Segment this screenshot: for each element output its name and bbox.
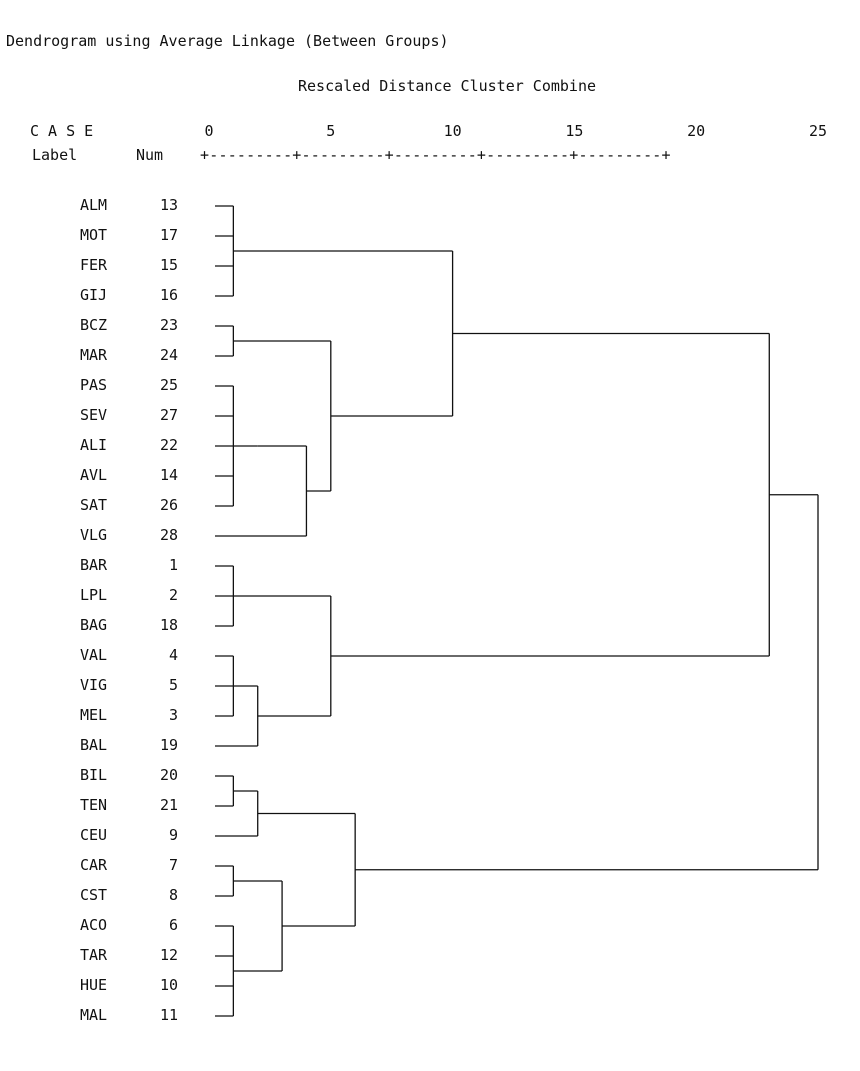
case-label-val: VAL xyxy=(80,646,108,664)
case-label-aco: ACO xyxy=(80,916,108,934)
case-num-pas: 25 xyxy=(159,376,178,394)
num-column-header: Num xyxy=(136,146,164,164)
case-label-cst: CST xyxy=(80,886,108,904)
case-label-hue: HUE xyxy=(80,976,108,994)
scale-tick-20: 20 xyxy=(687,122,706,140)
case-num-val: 4 xyxy=(168,646,178,664)
dendrogram-title: Dendrogram using Average Linkage (Betwee… xyxy=(6,32,449,50)
label-column-header: Label xyxy=(32,146,78,164)
case-num-vlg: 28 xyxy=(159,526,178,544)
case-label-mar: MAR xyxy=(80,346,108,364)
case-label-lpl: LPL xyxy=(80,586,108,604)
case-num-vig: 5 xyxy=(168,676,178,694)
case-num-aco: 6 xyxy=(168,916,178,934)
case-label-ten: TEN xyxy=(80,796,108,814)
scale-tick-10: 10 xyxy=(443,122,462,140)
case-num-gij: 16 xyxy=(159,286,178,304)
axis-subtitle: Rescaled Distance Cluster Combine xyxy=(298,77,597,95)
case-num-car: 7 xyxy=(168,856,178,874)
case-num-sat: 26 xyxy=(159,496,178,514)
case-label-bil: BIL xyxy=(80,766,108,784)
case-num-cst: 8 xyxy=(168,886,178,904)
case-label-bcz: BCZ xyxy=(80,316,108,334)
case-label-fer: FER xyxy=(80,256,108,274)
case-label-ceu: CEU xyxy=(80,826,108,844)
case-num-avl: 14 xyxy=(159,466,178,484)
case-num-lpl: 2 xyxy=(168,586,178,604)
case-label-car: CAR xyxy=(80,856,108,874)
case-label-vlg: VLG xyxy=(80,526,108,544)
case-num-ten: 21 xyxy=(159,796,178,814)
case-num-bcz: 23 xyxy=(159,316,178,334)
case-label-mal: MAL xyxy=(80,1006,108,1024)
scale-ruler: +---------+---------+---------+---------… xyxy=(200,146,671,164)
case-num-bar: 1 xyxy=(168,556,178,574)
case-label-vig: VIG xyxy=(80,676,108,694)
case-num-tar: 12 xyxy=(159,946,178,964)
case-label-bal: BAL xyxy=(80,736,108,754)
case-num-ceu: 9 xyxy=(168,826,178,844)
case-label-bar: BAR xyxy=(80,556,108,574)
case-num-sev: 27 xyxy=(159,406,178,424)
case-num-bal: 19 xyxy=(159,736,178,754)
case-num-bag: 18 xyxy=(159,616,178,634)
case-header: C A S E xyxy=(30,122,94,140)
scale-tick-15: 15 xyxy=(565,122,584,140)
case-num-mar: 24 xyxy=(159,346,178,364)
case-num-alm: 13 xyxy=(159,196,178,214)
case-label-ali: ALI xyxy=(80,436,108,454)
scale-tick-5: 5 xyxy=(326,122,336,140)
scale-tick-25: 25 xyxy=(808,122,828,140)
case-num-mal: 11 xyxy=(159,1006,178,1024)
case-label-mot: MOT xyxy=(80,226,108,244)
case-label-gij: GIJ xyxy=(80,286,108,304)
case-label-sev: SEV xyxy=(80,406,108,424)
case-num-fer: 15 xyxy=(159,256,178,274)
case-label-tar: TAR xyxy=(80,946,108,964)
case-label-sat: SAT xyxy=(80,496,108,514)
case-num-bil: 20 xyxy=(159,766,178,784)
case-num-ali: 22 xyxy=(159,436,178,454)
case-num-mel: 3 xyxy=(168,706,178,724)
case-label-pas: PAS xyxy=(80,376,108,394)
case-label-avl: AVL xyxy=(80,466,108,484)
case-num-hue: 10 xyxy=(159,976,178,994)
case-label-alm: ALM xyxy=(80,196,108,214)
case-label-mel: MEL xyxy=(80,706,108,724)
case-label-bag: BAG xyxy=(80,616,108,634)
case-num-mot: 17 xyxy=(159,226,178,244)
scale-tick-0: 0 xyxy=(204,122,214,140)
